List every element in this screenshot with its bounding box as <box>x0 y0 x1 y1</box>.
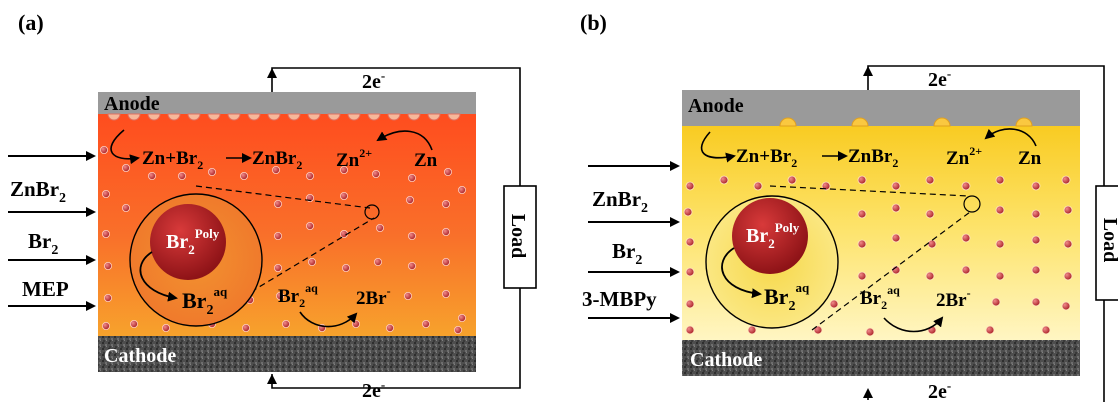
cathode-label-b: Cathode <box>690 349 762 371</box>
zn-b: Zn <box>1018 148 1042 169</box>
panel-b: Load Anode Cathode 2e- 2e- <box>582 65 1118 402</box>
poly-to-aq-arrow-a <box>139 251 178 302</box>
electron-bottom-a: 2e- <box>362 377 385 402</box>
anode-label-a: Anode <box>104 93 160 115</box>
zn-ion-a: Zn2+ <box>336 146 372 171</box>
zn-to-ion-arrow-a <box>376 130 433 151</box>
reaction-b: Zn+Br2 <box>736 146 797 170</box>
input-znbr2-b: ZnBr2 <box>592 187 648 216</box>
input-br2-b: Br2 <box>612 239 642 268</box>
input-additive-b: 3-MBPy <box>582 287 657 311</box>
input-znbr2-a: ZnBr2 <box>10 177 66 206</box>
cathode-reaction-arrow-b <box>883 316 944 333</box>
reaction-a: Zn+Br2​ <box>142 148 203 172</box>
cathode-reaction-arrow-a <box>299 311 358 328</box>
zoom-target-b <box>963 195 981 213</box>
br2-aq-circle-b: Br2aq <box>764 280 810 314</box>
cathode-a <box>98 336 476 372</box>
anode-reaction-arrow-b <box>700 131 736 163</box>
anode-b <box>682 90 1080 126</box>
zn-a: Zn <box>414 150 438 171</box>
anode-a <box>98 92 476 114</box>
droplets-a <box>100 145 466 334</box>
anode-bumps-b <box>779 117 1033 127</box>
load-label-b: Load <box>1099 218 1118 262</box>
electron-bottom-b: 2e- <box>928 378 951 402</box>
droplets-b <box>683 175 1073 337</box>
panel-a-label: (a) <box>18 10 44 35</box>
zoom-target-a <box>364 204 380 220</box>
br2-poly-b: Br2Poly <box>746 220 800 251</box>
circuit-wire-a <box>271 67 521 186</box>
poly-sphere-a <box>150 204 226 280</box>
reaction-product-b: ZnBr2 <box>848 146 898 170</box>
br2-poly-a: Br2Poly <box>166 226 220 257</box>
cathode-b <box>682 340 1080 376</box>
electron-top-b: 2e- <box>928 66 951 91</box>
circuit-wire-b <box>867 65 1105 186</box>
panel-a: Load Anode Cathode 2e- 2e- <box>8 67 537 402</box>
load-box-b <box>1095 185 1118 301</box>
br2-aq-right-a: Br2aq <box>278 281 318 310</box>
poly-to-aq-arrow-b <box>721 247 762 299</box>
anode-bumps-a <box>107 113 461 121</box>
zn-to-ion-arrow-b <box>984 128 1037 147</box>
zoom-lines-b <box>769 185 971 331</box>
reaction-product-a: ZnBr2 <box>252 148 302 172</box>
inputs-b: ZnBr2 Br2 3-MBPy <box>582 161 680 323</box>
two-br-a: 2Br- <box>356 284 391 309</box>
br2-aq-circle-a: Br2aq <box>182 284 228 318</box>
two-br-b: 2Br- <box>936 286 971 311</box>
input-additive-a: MEP <box>22 277 69 301</box>
br2-aq-right-b: Br2aq <box>860 283 900 312</box>
anode-label-b: Anode <box>688 95 744 117</box>
poly-sphere-b <box>732 198 808 274</box>
load-box-a <box>503 185 537 289</box>
input-br2-a: Br2 <box>28 229 58 258</box>
panel-b-label: (b) <box>580 10 607 35</box>
cathode-label-a: Cathode <box>104 345 176 367</box>
anode-reaction-arrow-a <box>110 129 140 165</box>
inputs-a: ZnBr2 Br2 MEP <box>8 151 96 311</box>
zoom-lines-a <box>195 185 375 303</box>
electron-top-a: 2e- <box>362 68 385 93</box>
load-label-a: Load <box>507 214 529 258</box>
zn-ion-b: Zn2+ <box>946 144 982 169</box>
